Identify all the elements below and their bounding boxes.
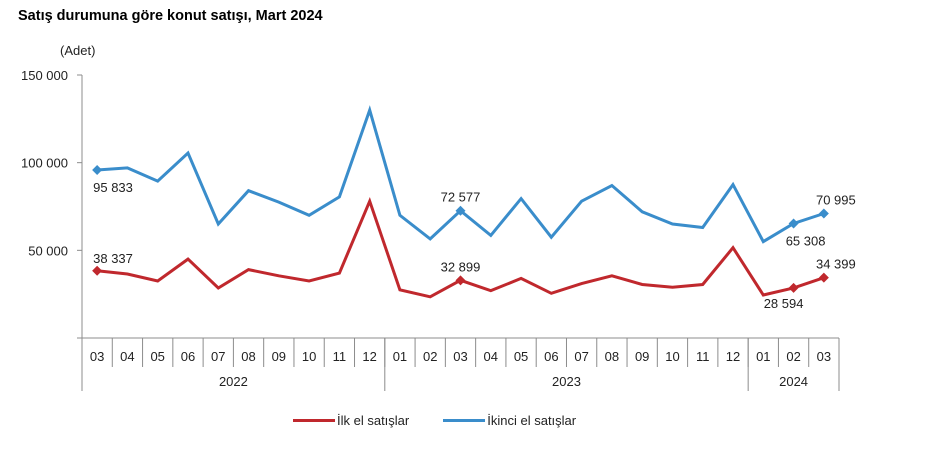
data-marker — [788, 218, 799, 229]
x-tick-label: 08 — [241, 349, 255, 364]
x-tick-label: 10 — [302, 349, 316, 364]
x-tick-label: 07 — [211, 349, 225, 364]
legend-label-ilk-el: İlk el satışlar — [337, 413, 410, 428]
data-label: 95 833 — [93, 180, 133, 195]
x-year-label: 2022 — [219, 374, 248, 389]
data-label: 70 995 — [816, 193, 856, 208]
legend-label-ikinci-el: İkinci el satışlar — [487, 413, 577, 428]
x-tick-label: 10 — [665, 349, 679, 364]
legend-swatch-ilk-el — [293, 419, 335, 422]
data-marker — [818, 208, 829, 219]
x-year-label: 2023 — [552, 374, 581, 389]
data-marker — [818, 272, 829, 283]
data-marker — [788, 282, 799, 293]
data-label: 65 308 — [786, 233, 826, 248]
x-year-label: 2024 — [779, 374, 808, 389]
data-label: 72 577 — [441, 190, 481, 205]
x-tick-label: 12 — [362, 349, 376, 364]
x-tick-label: 01 — [756, 349, 770, 364]
data-label: 32 899 — [441, 259, 481, 274]
x-tick-label: 11 — [696, 349, 710, 364]
x-tick-label: 07 — [574, 349, 588, 364]
x-tick-label: 02 — [786, 349, 800, 364]
y-tick-label: 100 000 — [21, 156, 68, 171]
data-label: 38 337 — [93, 251, 133, 266]
x-tick-label: 04 — [484, 349, 498, 364]
legend-swatch-ikinci-el — [443, 419, 486, 422]
x-tick-label: 05 — [150, 349, 164, 364]
data-label: 34 399 — [816, 257, 856, 272]
x-tick-label: 08 — [605, 349, 619, 364]
x-tick-label: 02 — [423, 349, 437, 364]
y-tick-label: 150 000 — [21, 68, 68, 83]
x-tick-label: 12 — [726, 349, 740, 364]
x-tick-label: 03 — [817, 349, 831, 364]
y-axis-unit-label: (Adet) — [60, 43, 95, 58]
legend-item-ilk-el: İlk el satışlar — [293, 413, 409, 428]
data-marker — [92, 164, 103, 175]
x-tick-label: 03 — [90, 349, 104, 364]
legend-item-ikinci-el: İkinci el satışlar — [443, 413, 576, 428]
data-marker — [455, 275, 466, 286]
x-tick-label: 11 — [333, 349, 347, 364]
x-tick-label: 01 — [393, 349, 407, 364]
data-marker — [455, 205, 466, 216]
x-tick-label: 09 — [635, 349, 649, 364]
legend: İlk el satışlar İkinci el satışlar — [293, 413, 576, 428]
x-tick-label: 09 — [272, 349, 286, 364]
series-line-ikinci-el — [96, 105, 825, 244]
y-tick-label: 50 000 — [28, 243, 68, 258]
x-tick-label: 06 — [544, 349, 558, 364]
x-tick-label: 05 — [514, 349, 528, 364]
x-tick-label: 04 — [120, 349, 134, 364]
x-tick-label: 06 — [181, 349, 195, 364]
chart-title: Satış durumuna göre konut satışı, Mart 2… — [18, 8, 323, 24]
x-tick-label: 03 — [453, 349, 467, 364]
data-marker — [92, 265, 103, 276]
data-label: 28 594 — [764, 296, 804, 311]
